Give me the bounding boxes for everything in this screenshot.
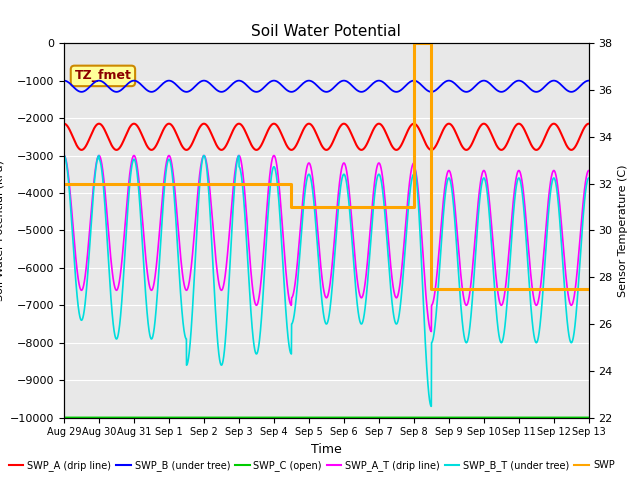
Y-axis label: Sensor Temperature (C): Sensor Temperature (C) <box>618 164 628 297</box>
Text: TZ_fmet: TZ_fmet <box>74 70 131 83</box>
Legend: SWP_A (drip line), SWP_B (under tree), SWP_C (open), SWP_A_T (drip line), SWP_B_: SWP_A (drip line), SWP_B (under tree), S… <box>5 456 618 475</box>
Title: Soil Water Potential: Soil Water Potential <box>252 24 401 39</box>
X-axis label: Time: Time <box>311 443 342 456</box>
Y-axis label: Soil Water Potential (kPa): Soil Water Potential (kPa) <box>0 160 4 301</box>
